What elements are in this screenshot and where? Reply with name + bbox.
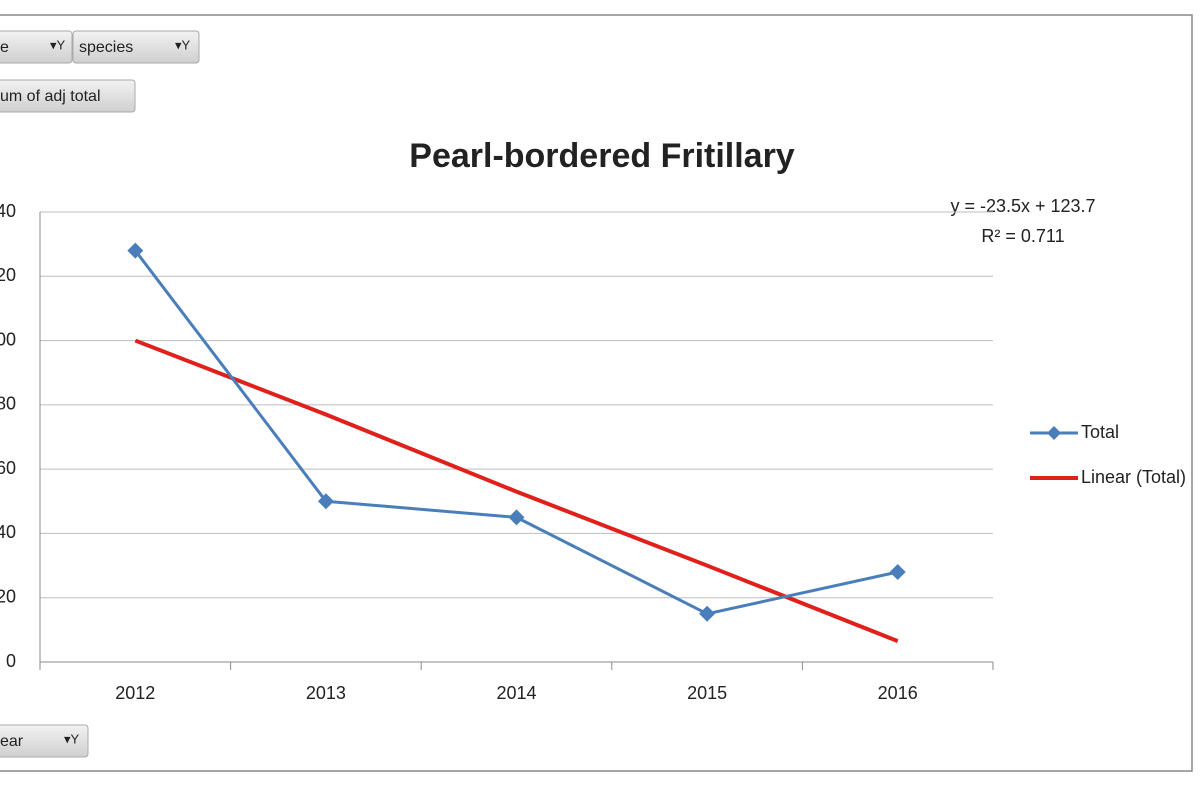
data-point [699, 605, 716, 622]
data-point [127, 242, 144, 259]
series-line [134, 249, 899, 616]
data-point [889, 564, 906, 580]
filter-icon: ▾Y [50, 37, 66, 52]
y-tick-label: 100 [0, 329, 16, 349]
button-label: e [0, 39, 9, 56]
field-button[interactable]: ear ▾Y [0, 724, 89, 758]
y-tick-label: 140 [0, 201, 16, 221]
data-point [508, 509, 525, 526]
y-tick-label: 0 [6, 651, 16, 671]
field-button[interactable]: um of adj total [0, 79, 136, 113]
button-label: ear [0, 733, 24, 750]
y-tick-label: 40 [0, 522, 16, 542]
legend-label: Total [1081, 422, 1119, 442]
chart-title: Pearl-bordered Fritillary [409, 137, 795, 175]
chart-frame [0, 14, 1193, 772]
x-tick-label: 2013 [306, 683, 346, 703]
field-button[interactable]: e ▾Y [0, 30, 73, 64]
data-point [317, 493, 334, 510]
legend-label: Linear (Total) [1081, 467, 1186, 487]
y-tick-label: 120 [0, 265, 16, 285]
x-tick-label: 2015 [687, 683, 727, 703]
trend-equation: y = -23.5x + 123.7 [950, 196, 1095, 216]
y-tick-label: 60 [0, 458, 16, 478]
button-label: species [79, 39, 133, 56]
y-tick-label: 80 [0, 394, 16, 414]
legend-marker [1047, 426, 1061, 440]
x-tick-label: 2016 [878, 683, 918, 703]
button-label: um of adj total [0, 88, 101, 105]
trend-r2: R² = 0.711 [981, 226, 1064, 246]
filter-icon: ▾Y [175, 37, 191, 52]
y-tick-label: 20 [0, 586, 16, 606]
x-tick-label: 2012 [115, 683, 155, 703]
series-line [134, 338, 899, 643]
filter-icon: ▾Y [64, 731, 80, 746]
x-tick-label: 2014 [496, 683, 536, 703]
field-button[interactable]: species ▾Y [72, 30, 200, 64]
